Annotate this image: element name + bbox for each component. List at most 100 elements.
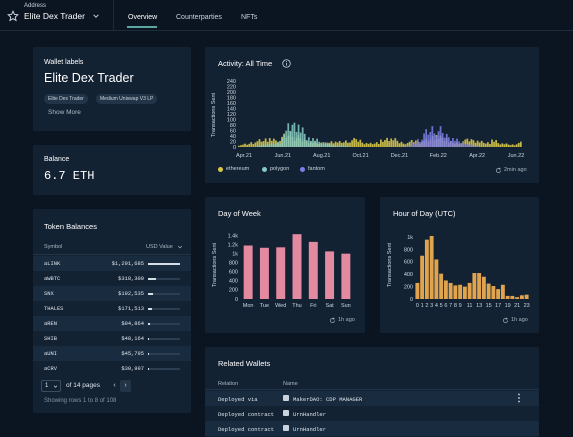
bar[interactable] xyxy=(481,276,486,299)
activity-bar-ethereum xyxy=(513,145,516,147)
tab-counterparties[interactable]: Counterparties xyxy=(176,14,222,21)
activity-bar-fantom xyxy=(460,143,463,147)
bar[interactable] xyxy=(505,295,510,299)
bar[interactable] xyxy=(472,273,477,299)
bar[interactable] xyxy=(510,295,515,299)
bar[interactable] xyxy=(439,273,444,299)
table-row[interactable]: Deployed contract UrnHandler xyxy=(205,406,539,421)
bar[interactable] xyxy=(420,255,425,299)
column-header-relation[interactable]: Relation xyxy=(218,381,239,387)
x-tick-label: Apr.22 xyxy=(469,153,485,159)
table-row[interactable]: SHIB $48,164 xyxy=(33,331,191,346)
activity-bar-fantom xyxy=(404,146,407,147)
bar[interactable] xyxy=(491,286,496,299)
bar[interactable] xyxy=(243,245,253,299)
bar[interactable] xyxy=(292,234,302,299)
bar[interactable] xyxy=(477,273,482,299)
legend-label[interactable]: ethereum xyxy=(226,166,250,172)
bar[interactable] xyxy=(500,284,505,299)
activity-bar-polygon xyxy=(266,144,269,147)
activity-bar-ethereum xyxy=(468,141,471,147)
refresh-icon[interactable] xyxy=(502,317,509,324)
activity-bar-ethereum xyxy=(505,143,508,147)
activity-bar-ethereum xyxy=(363,144,366,147)
bar[interactable] xyxy=(515,297,520,299)
table-row[interactable]: THALES $171,513 xyxy=(33,301,191,316)
activity-bar-ethereum xyxy=(252,143,255,147)
column-header-usd-value[interactable]: USD Value xyxy=(146,244,173,250)
bar[interactable] xyxy=(415,282,420,299)
table-row[interactable]: Deployed via MakerDAO: CDP MANAGER xyxy=(205,391,539,406)
table-row[interactable]: aCRV $30,907 xyxy=(33,361,191,376)
bar[interactable] xyxy=(453,285,458,299)
bar[interactable] xyxy=(325,251,335,299)
table-row[interactable]: aREN $94,864 xyxy=(33,316,191,331)
table-row[interactable]: SNX $192,535 xyxy=(33,286,191,301)
column-header-symbol[interactable]: Symbol xyxy=(44,244,63,250)
token-usd-value: $45,795 xyxy=(121,351,144,357)
x-tick-label: 19 xyxy=(505,303,511,309)
tab-nfts[interactable]: NFTs xyxy=(241,14,258,21)
sort-desc-icon[interactable] xyxy=(177,244,183,250)
table-row[interactable]: Deployed contract UrnHandler xyxy=(205,421,539,436)
show-more-link[interactable]: Show More xyxy=(48,109,81,116)
bar[interactable] xyxy=(434,259,439,299)
y-tick-label: 1.2k xyxy=(228,242,239,248)
table-row[interactable]: aWBTC $318,300 xyxy=(33,271,191,286)
day-of-week-chart: Transactions Sent 0 200 400 600 800 1k 1.2k 1.4k… xyxy=(212,233,351,309)
chevron-down-icon[interactable] xyxy=(92,12,100,20)
activity-bar-fantom xyxy=(421,139,423,147)
bar[interactable] xyxy=(462,286,467,299)
related-wallet-name[interactable]: MakerDAO: CDP MANAGER xyxy=(293,396,363,403)
page-select[interactable]: 1 xyxy=(41,380,61,392)
bar[interactable] xyxy=(424,239,429,299)
next-page-button[interactable]: › xyxy=(120,380,131,392)
address-name[interactable]: Elite Dex Trader xyxy=(24,11,85,21)
bar[interactable] xyxy=(496,289,501,299)
more-vertical-icon[interactable] xyxy=(517,393,521,403)
related-wallet-name[interactable]: UrnHandler xyxy=(293,411,327,418)
bar[interactable] xyxy=(429,235,434,299)
activity-bar-polygon xyxy=(338,145,341,147)
bar[interactable] xyxy=(341,253,351,299)
bar[interactable] xyxy=(524,294,529,299)
activity-bar-ethereum xyxy=(345,140,347,147)
legend-label[interactable]: polygon xyxy=(270,166,290,172)
bar[interactable] xyxy=(308,241,318,299)
bar[interactable] xyxy=(519,295,524,299)
column-header-name[interactable]: Name xyxy=(283,381,298,387)
refresh-icon[interactable] xyxy=(495,167,502,174)
balance-title: Balance xyxy=(44,156,70,163)
bar[interactable] xyxy=(443,280,448,299)
x-tick-label: Wed xyxy=(275,303,286,309)
info-icon[interactable] xyxy=(282,59,291,68)
bar[interactable] xyxy=(259,247,269,299)
star-icon[interactable] xyxy=(7,10,19,22)
bar[interactable] xyxy=(467,282,472,299)
bar[interactable] xyxy=(458,284,463,299)
x-tick-label: 21 xyxy=(514,303,520,309)
y-tick-label: 800 xyxy=(404,247,413,253)
table-row[interactable]: aLINK $1,291,685 xyxy=(33,256,191,271)
legend-label[interactable]: fantom xyxy=(308,166,325,172)
activity-bar-ethereum xyxy=(242,144,244,147)
prev-page-button[interactable]: ‹ xyxy=(113,382,116,389)
activity-bar-fantom xyxy=(464,143,467,147)
bar[interactable] xyxy=(276,247,286,299)
hour-of-day-card xyxy=(380,197,539,333)
refresh-icon[interactable] xyxy=(329,317,336,324)
wallet-tag[interactable]: Elite Dex Trader xyxy=(44,94,88,104)
activity-bar-ethereum xyxy=(394,138,397,147)
x-tick-label: 17 xyxy=(495,303,501,309)
related-wallet-name[interactable]: UrnHandler xyxy=(293,426,327,433)
tab-overview[interactable]: Overview xyxy=(128,14,158,21)
legend-swatch xyxy=(262,167,267,172)
table-row[interactable]: aUNI $45,795 xyxy=(33,346,191,361)
bar[interactable] xyxy=(486,283,491,299)
bar[interactable] xyxy=(448,282,453,299)
activity-bar-ethereum xyxy=(482,142,485,147)
wallet-tag[interactable]: Medium Uniswap V3 LP xyxy=(96,94,158,104)
activity-bar-ethereum xyxy=(380,139,382,147)
activity-bar-ethereum xyxy=(357,141,360,147)
